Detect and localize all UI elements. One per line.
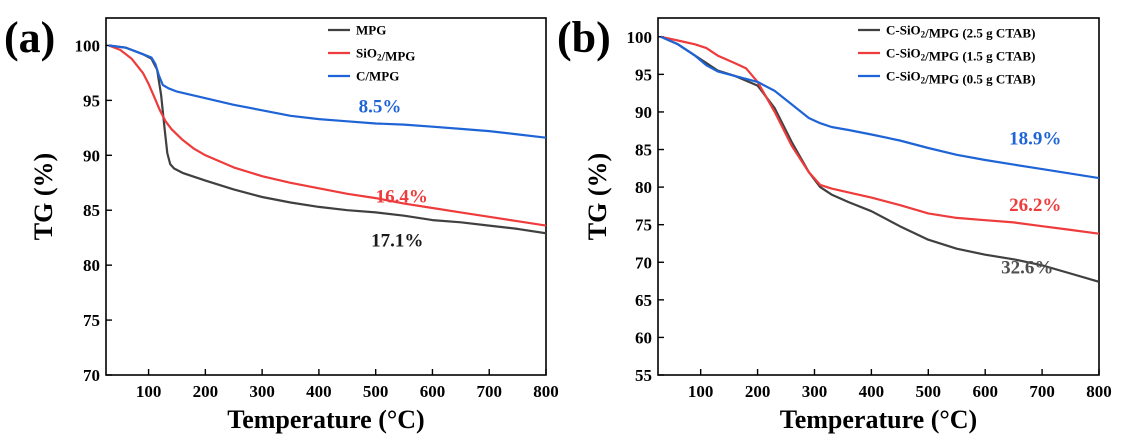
panel-a-x-tick-label: 300 <box>249 382 275 401</box>
panel-a-y-tick-label: 85 <box>83 201 100 220</box>
panel-a-mass-loss-annotation: 17.1% <box>371 230 423 251</box>
panel-b-y-tick-label: 85 <box>635 141 652 160</box>
panel-b-y-tick-label: 70 <box>635 253 652 272</box>
panel-b-x-tick-label: 400 <box>859 382 885 401</box>
panel-a-mass-loss-annotation: 16.4% <box>376 187 428 208</box>
panel-b-tg-chart: 100 200 300 400 500 600 700 800 55 60 65 70 75 80 85 90… <box>557 13 1112 434</box>
panel-b-y-tick-label: 65 <box>635 291 652 310</box>
panel-a-x-tick-label: 700 <box>476 382 502 401</box>
panel-a-plot-frame <box>105 17 547 376</box>
panel-a-y-tick-label: 100 <box>75 36 101 55</box>
panel-b-plot-frame <box>657 17 1100 376</box>
panel-a-x-tick-label: 500 <box>363 382 389 401</box>
panel-b-y-tick-label: 80 <box>635 178 652 197</box>
panel-a-y-tick-label: 90 <box>83 146 100 165</box>
panel-a-legend-label: MPG <box>356 23 386 38</box>
panel-b-y-tick-label: 100 <box>627 28 653 47</box>
panel-b-series-line-2 <box>660 35 1099 235</box>
panel-a-x-tick-label: 100 <box>136 382 162 401</box>
panel-b-x-tick-label: 300 <box>802 382 828 401</box>
panel-a-x-tick-label: 600 <box>420 382 446 401</box>
panel-a-y-tick-label: 95 <box>83 91 100 110</box>
panel-a-x-tick-label: 200 <box>193 382 219 401</box>
panel-a-legend-label: C/MPG <box>356 69 399 84</box>
panel-b-legend-label: C-SiO2/MPG (1.5 g CTAB) <box>886 46 1035 64</box>
panel-b-label: (b) <box>557 13 611 62</box>
panel-a-x-tick-label: 800 <box>533 382 559 401</box>
panel-b-x-tick-label: 100 <box>688 382 714 401</box>
panel-b-x-tick-label: 600 <box>972 382 998 401</box>
panel-a-legend-label: SiO2/MPG <box>356 46 415 64</box>
panel-a-label: (a) <box>4 13 55 62</box>
panel-b-x-tick-label: 800 <box>1086 382 1112 401</box>
panel-b-mass-loss-annotation: 32.6% <box>1001 258 1053 279</box>
panel-b-legend-label: C-SiO2/MPG (2.5 g CTAB) <box>886 23 1035 41</box>
panel-b-x-axis-title: Temperature (°C) <box>780 405 977 434</box>
panel-a-y-axis-title: TG (%) <box>29 153 58 240</box>
panel-b-y-tick-label: 55 <box>635 366 652 385</box>
panel-a-y-tick-label: 70 <box>83 366 100 385</box>
panel-b-x-tick-label: 200 <box>745 382 771 401</box>
panel-b-legend-label: C-SiO2/MPG (0.5 g CTAB) <box>886 69 1035 87</box>
panel-a-tg-chart: 100 200 300 400 500 600 700 800 70 75 80 85 90 95 100 T… <box>4 13 559 434</box>
panel-b-y-tick-label: 90 <box>635 103 652 122</box>
panel-b-series-line-3 <box>660 35 1099 180</box>
panel-b-y-tick-label: 75 <box>635 216 652 235</box>
panel-a-x-tick-label: 400 <box>306 382 332 401</box>
panel-a-y-tick-label: 75 <box>83 311 100 330</box>
panel-b-mass-loss-annotation: 18.9% <box>1009 128 1061 149</box>
panel-b-series-line-1 <box>660 35 1099 283</box>
panel-a-series-line-3 <box>108 44 546 139</box>
panel-b-mass-loss-annotation: 26.2% <box>1009 195 1061 216</box>
panel-b-y-axis-title: TG (%) <box>583 153 612 240</box>
panel-a-mass-loss-annotation: 8.5% <box>359 96 402 117</box>
panel-b-x-tick-label: 500 <box>916 382 942 401</box>
panel-b-x-tick-label: 700 <box>1029 382 1055 401</box>
panel-a-series-line-1 <box>108 44 546 235</box>
panel-a-x-axis-title: Temperature (°C) <box>227 405 424 434</box>
panel-a-y-tick-label: 80 <box>83 256 100 275</box>
panel-b-y-tick-label: 95 <box>635 65 652 84</box>
panel-b-y-tick-label: 60 <box>635 328 652 347</box>
panel-a-series-line-2 <box>108 44 546 227</box>
